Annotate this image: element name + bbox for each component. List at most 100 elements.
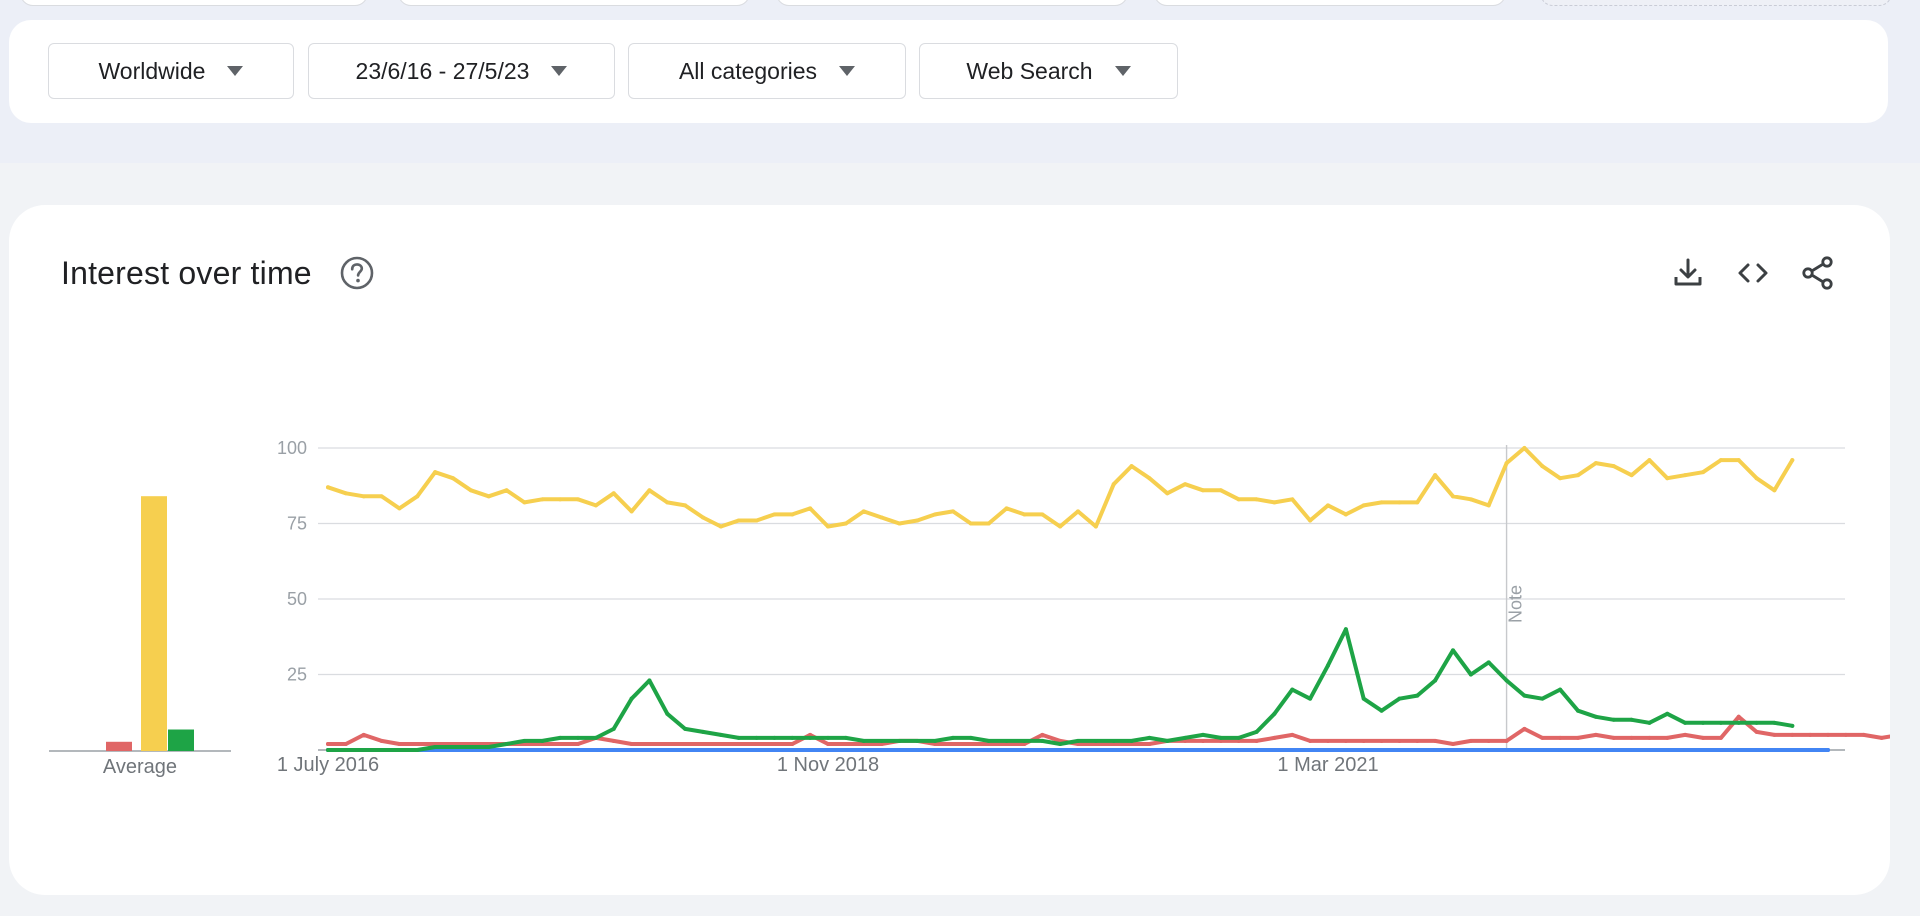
data-point [1343, 738, 1348, 743]
data-point [451, 476, 455, 481]
data-point [1468, 748, 1473, 752]
data-point [433, 470, 438, 475]
data-point [468, 741, 473, 746]
data-point [1058, 741, 1063, 746]
data-point [361, 748, 366, 752]
data-point [826, 524, 830, 529]
data-point [397, 741, 402, 746]
embed-code-icon[interactable] [1735, 255, 1771, 291]
series-line [326, 446, 1795, 529]
data-point [1683, 748, 1688, 752]
data-point [647, 488, 652, 493]
data-point [629, 741, 634, 746]
data-point [1736, 714, 1741, 719]
data-point [1343, 627, 1348, 632]
search-term-chip[interactable] [776, 0, 1128, 6]
data-point [808, 735, 813, 740]
data-point [504, 488, 509, 493]
series-3 [326, 627, 1795, 752]
category-filter[interactable]: All categories [628, 43, 906, 99]
data-point [1343, 512, 1348, 517]
region-filter-label: Worldwide [98, 57, 206, 84]
add-comparison-chip[interactable] [1540, 0, 1892, 6]
search-term-chip[interactable] [398, 0, 750, 6]
data-point [754, 518, 759, 523]
y-tick-label: 50 [287, 589, 307, 609]
data-point [986, 748, 991, 752]
data-point [1665, 735, 1670, 740]
date-range-filter[interactable]: 23/6/16 - 27/5/23 [308, 43, 615, 99]
date-range-filter-label: 23/6/16 - 27/5/23 [355, 57, 530, 84]
data-point [1308, 518, 1313, 523]
data-point [1129, 748, 1134, 752]
data-point [1201, 732, 1205, 737]
data-point [522, 738, 527, 743]
data-point [1397, 500, 1402, 505]
data-point [1504, 678, 1509, 683]
data-point [1415, 748, 1420, 752]
search-type-filter[interactable]: Web Search [919, 43, 1178, 99]
data-point [1718, 748, 1723, 752]
data-point [540, 748, 545, 752]
data-point [415, 494, 420, 499]
data-point [540, 497, 545, 502]
data-point [1254, 748, 1259, 752]
data-point [1468, 738, 1473, 743]
data-point [1718, 458, 1723, 463]
download-icon[interactable] [1670, 255, 1706, 291]
data-point [1611, 748, 1616, 752]
data-point [1022, 748, 1027, 752]
data-point [1004, 506, 1009, 511]
data-point [1361, 738, 1366, 743]
data-point [736, 741, 741, 746]
data-point [1486, 503, 1491, 508]
data-point [1540, 748, 1545, 752]
data-point [1290, 497, 1295, 502]
data-point [933, 512, 938, 517]
help-circle-icon[interactable] [339, 255, 375, 291]
data-point [843, 748, 848, 752]
data-point [1236, 738, 1241, 743]
interest-over-time-card: Interest over time 100 75 50 25 1 July 2016 1… [9, 205, 1890, 895]
data-point [968, 741, 973, 746]
data-point [1201, 738, 1205, 743]
data-point [1272, 735, 1277, 740]
data-point [1343, 748, 1348, 752]
data-point [1111, 748, 1116, 752]
average-bar [106, 741, 132, 751]
data-point [1236, 497, 1241, 502]
data-point [1058, 524, 1063, 529]
data-point [1379, 748, 1384, 752]
data-point [1218, 738, 1223, 743]
data-point [1361, 503, 1366, 508]
average-label: Average [103, 756, 177, 778]
data-point [701, 515, 705, 520]
data-point [861, 509, 866, 514]
data-point [1040, 732, 1045, 737]
data-point [540, 738, 545, 743]
data-point [1218, 748, 1223, 752]
search-term-chip[interactable] [1154, 0, 1506, 6]
data-point [772, 512, 777, 517]
data-point [593, 748, 598, 752]
region-filter[interactable]: Worldwide [48, 43, 294, 99]
data-point [1522, 726, 1527, 731]
data-point [540, 741, 545, 746]
data-point [1647, 735, 1652, 740]
data-point [558, 741, 563, 746]
data-point [718, 732, 723, 737]
data-point [1093, 738, 1098, 743]
search-term-chip[interactable] [20, 0, 368, 6]
data-point [379, 494, 384, 499]
data-point [968, 735, 973, 740]
data-point [1290, 687, 1295, 692]
data-point [772, 735, 777, 740]
data-point [1129, 464, 1134, 469]
data-point [1308, 738, 1313, 743]
share-icon[interactable] [1800, 255, 1836, 291]
note-label: Note [1506, 585, 1526, 623]
data-point [1790, 732, 1795, 737]
data-point [843, 521, 848, 526]
data-point [879, 515, 884, 520]
data-point [1701, 720, 1705, 725]
